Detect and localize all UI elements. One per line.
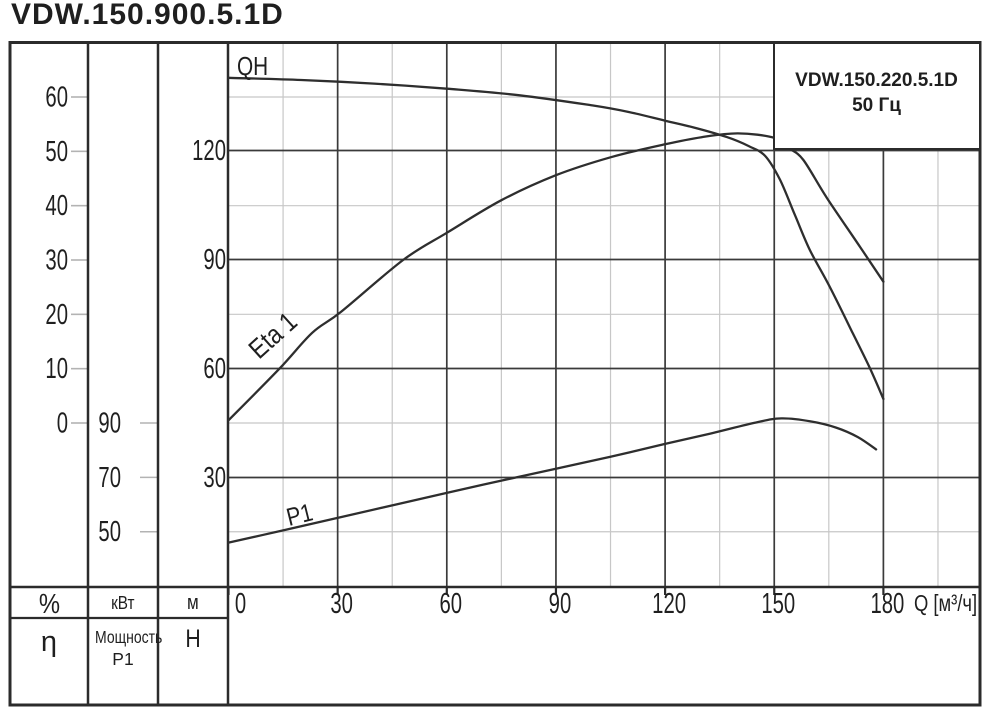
percent-tick-label: 30: [45, 244, 68, 276]
x-tick-label: 30: [330, 588, 353, 620]
unit-label-m: м: [187, 592, 199, 614]
x-tick-label: 180: [870, 588, 904, 620]
chart-frame: [8, 41, 982, 707]
row-label-eta: η: [40, 626, 58, 658]
curve-label-qh: QH: [237, 52, 268, 81]
row-label-head: H: [185, 625, 201, 653]
unit-label-percent: %: [38, 588, 60, 619]
x-tick-label: 60: [440, 588, 463, 620]
x-tick-label: 120: [652, 588, 686, 620]
head-tick-label: 120: [192, 135, 226, 167]
row-label-power: Мощность P1: [95, 627, 163, 669]
percent-tick-label: 10: [45, 353, 68, 385]
percent-tick-label: 20: [45, 298, 68, 330]
x-tick-label: 150: [761, 588, 795, 620]
legend-box: VDW.150.220.5.1D 50 Гц: [772, 44, 979, 150]
curve-label-eta-1: Eta 1: [243, 307, 303, 365]
legend-frequency: 50 Гц: [852, 94, 901, 116]
legend-model: VDW.150.220.5.1D: [795, 69, 958, 91]
unit-label-kw: кВт: [111, 593, 135, 613]
curve-eta-1: [227, 132, 885, 422]
percent-tick-label: 0: [57, 407, 68, 439]
x-tick-label: 90: [549, 588, 572, 620]
percent-tick-label: 50: [45, 135, 68, 167]
percent-tick-label: 40: [45, 190, 68, 222]
page-title: VDW.150.900.5.1D: [11, 0, 284, 31]
curve-label-p1: P1: [284, 498, 316, 531]
curve-p1: [227, 417, 878, 544]
power-tick-label: 70: [98, 461, 121, 493]
x-axis-unit-label: Q [м³/ч]: [914, 590, 978, 616]
power-tick-label: 90: [98, 407, 121, 439]
head-tick-label: 90: [203, 244, 226, 276]
x-tick-label: 0: [235, 588, 246, 620]
head-tick-label: 60: [203, 353, 226, 385]
head-tick-label: 30: [203, 462, 226, 494]
power-tick-label: 50: [98, 516, 121, 548]
percent-tick-label: 60: [45, 81, 68, 113]
